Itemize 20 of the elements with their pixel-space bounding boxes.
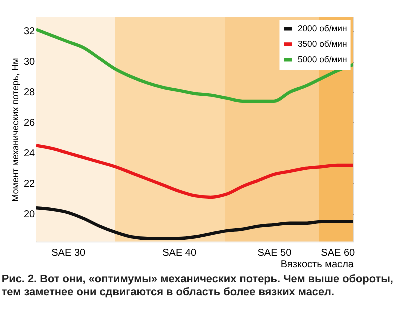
x-tick-label: SAE 60 (321, 248, 356, 259)
x-tick-label: SAE 40 (162, 248, 197, 259)
y-tick-label: 26 (24, 118, 36, 129)
y-tick-label: 22 (24, 178, 36, 190)
x-tick-label: SAE 30 (52, 248, 86, 259)
y-tick-label: 32 (24, 26, 36, 38)
x-axis-title: Вязкость масла (280, 260, 354, 271)
line-series (36, 144, 354, 200)
y-tick-label: 28 (24, 87, 36, 98)
legend-label: 5000 об/мин (298, 54, 348, 65)
legend-label: 3500 об/мин (298, 39, 348, 50)
line-series (36, 206, 354, 240)
text: Рис. 2. Вот они, «оптимумы» механических потерь. Чем выше обороты, (2, 274, 394, 286)
y-tick-label: 20 (24, 209, 36, 220)
x-tick-label: SAE 50 (258, 248, 292, 259)
y-axis-title: Момент механических потерь, Нм (10, 58, 20, 202)
y-tick-label: 30 (24, 56, 36, 68)
legend-label: 2000 об/мин (298, 24, 348, 34)
text: тем заметнее они сдвигаются в область более вязких масел. (2, 286, 335, 298)
y-tick-label: 24 (24, 148, 36, 160)
